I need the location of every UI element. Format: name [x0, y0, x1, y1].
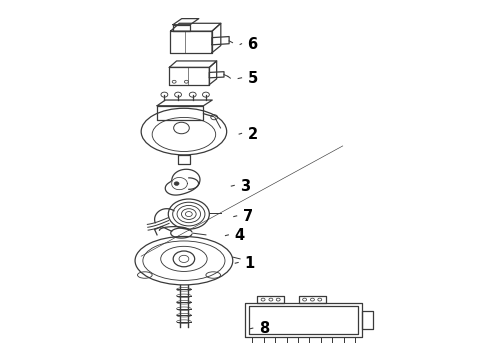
Text: 5: 5: [247, 71, 258, 86]
Circle shape: [174, 182, 179, 185]
Text: 4: 4: [234, 228, 245, 243]
Text: 1: 1: [244, 256, 254, 271]
Text: 6: 6: [247, 37, 258, 52]
Text: 3: 3: [240, 179, 250, 194]
Text: 7: 7: [243, 209, 253, 224]
Text: 8: 8: [259, 321, 269, 336]
Text: 2: 2: [247, 127, 258, 141]
